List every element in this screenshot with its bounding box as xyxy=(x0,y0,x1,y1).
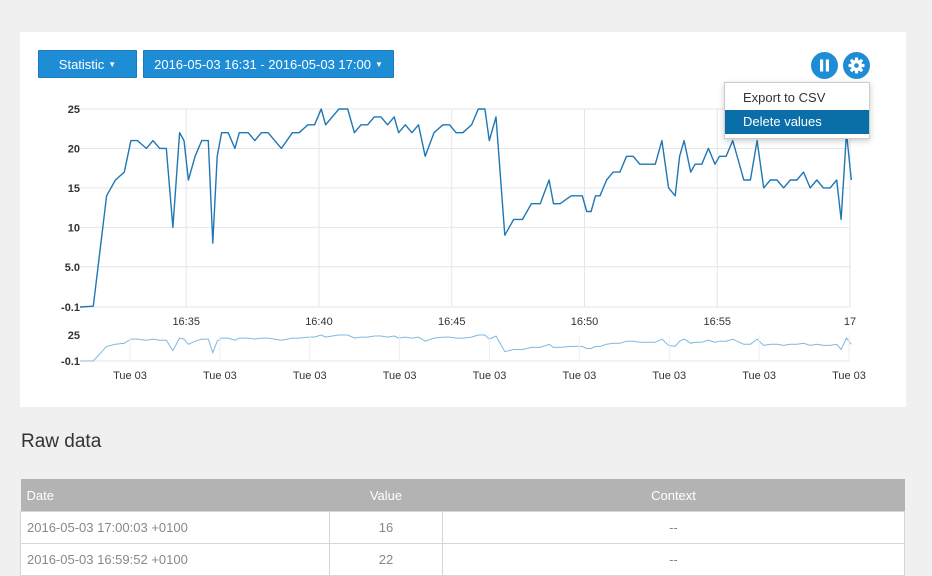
row-context: -- xyxy=(442,543,905,576)
row-date: 2016-05-03 17:00:03 +0100 xyxy=(20,511,330,544)
settings-menu: Export to CSV Delete values xyxy=(724,82,870,139)
settings-button[interactable] xyxy=(843,52,870,79)
overview-x-tick-label: Tue 03 xyxy=(652,370,686,382)
chart-panel: Statistic ▼ 2016-05-03 16:31 - 2016-05-03… xyxy=(20,32,906,407)
caret-down-icon: ▼ xyxy=(374,60,383,69)
x-tick-label: 16:55 xyxy=(703,316,731,328)
statistic-label: Statistic xyxy=(58,57,105,72)
statistic-dropdown[interactable]: Statistic ▼ xyxy=(38,50,137,78)
raw-data-heading: Raw data xyxy=(21,431,102,452)
caret-down-icon: ▼ xyxy=(108,60,117,69)
table-header-row: Date Value Context xyxy=(20,479,905,512)
overview-x-tick-label: Tue 03 xyxy=(473,370,507,382)
column-header-date[interactable]: Date xyxy=(20,479,330,512)
line-chart[interactable]: 25 20 15 10 5.0 -0.1 16:35 16:40 16:45 16:50 16:55… xyxy=(20,32,906,407)
date-range-label: 2016-05-03 16:31 - 2016-05-03 17:00 xyxy=(154,57,371,72)
raw-data-table: Date Value Context 2016-05-03 17:00:03 +… xyxy=(20,479,905,576)
x-tick-label: 16:45 xyxy=(438,316,466,328)
y-tick-label: 10 xyxy=(68,222,80,234)
y-tick-label: 5.0 xyxy=(65,262,80,274)
overview-x-tick-label: Tue 03 xyxy=(832,370,866,382)
row-context: -- xyxy=(442,511,905,544)
y-tick-label: -0.1 xyxy=(61,302,80,314)
y-tick-label: 20 xyxy=(68,143,80,155)
y-tick-label: 15 xyxy=(68,183,80,195)
overview-x-tick-label: Tue 03 xyxy=(113,370,147,382)
x-tick-label: 16:50 xyxy=(571,316,599,328)
table-row: 2016-05-03 16:59:52 +0100 22 -- xyxy=(20,543,905,576)
column-header-context[interactable]: Context xyxy=(442,479,905,512)
row-value: 22 xyxy=(329,543,443,576)
delete-values-menu-item[interactable]: Delete values xyxy=(725,110,869,134)
overview-x-tick-label: Tue 03 xyxy=(293,370,327,382)
column-header-value[interactable]: Value xyxy=(329,479,443,512)
row-date: 2016-05-03 16:59:52 +0100 xyxy=(20,543,330,576)
export-csv-menu-item[interactable]: Export to CSV xyxy=(743,90,826,105)
table-row: 2016-05-03 17:00:03 +0100 16 -- xyxy=(20,511,905,544)
pause-icon xyxy=(820,59,829,72)
overview-series-line xyxy=(79,334,852,362)
overview-x-tick-label: Tue 03 xyxy=(383,370,417,382)
pause-button[interactable] xyxy=(811,52,838,79)
row-value: 16 xyxy=(329,511,443,544)
x-tick-label: 17 xyxy=(844,316,856,328)
x-tick-label: 16:35 xyxy=(172,316,200,328)
overview-y-tick-label: 25 xyxy=(68,330,80,342)
date-range-dropdown[interactable]: 2016-05-03 16:31 - 2016-05-03 17:00 ▼ xyxy=(143,50,394,78)
overview-x-tick-label: Tue 03 xyxy=(562,370,596,382)
x-tick-label: 16:40 xyxy=(305,316,333,328)
overview-x-tick-label: Tue 03 xyxy=(742,370,776,382)
y-tick-label: 25 xyxy=(68,104,80,116)
series-line xyxy=(79,108,852,308)
gear-icon xyxy=(848,57,865,74)
overview-y-tick-label: -0.1 xyxy=(61,356,80,368)
overview-x-tick-label: Tue 03 xyxy=(203,370,237,382)
